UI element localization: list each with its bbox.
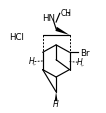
Text: H: H	[76, 58, 82, 66]
Text: ,,: ,,	[33, 60, 37, 65]
Text: ,,: ,,	[81, 61, 85, 66]
Text: HCl: HCl	[9, 32, 24, 41]
Polygon shape	[55, 92, 58, 101]
Text: CH: CH	[60, 9, 71, 18]
Text: H: H	[53, 99, 59, 108]
Polygon shape	[55, 27, 70, 36]
Text: Br: Br	[80, 48, 89, 57]
Text: H: H	[28, 57, 34, 66]
Text: HN: HN	[42, 14, 55, 23]
Text: 3: 3	[67, 12, 70, 17]
